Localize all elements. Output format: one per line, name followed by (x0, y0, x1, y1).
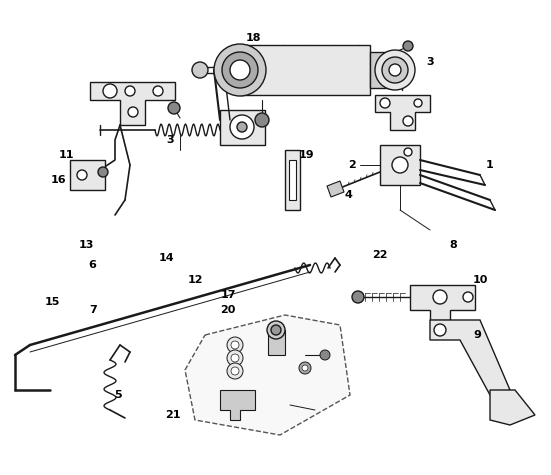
Polygon shape (90, 82, 175, 125)
Text: 3: 3 (426, 57, 434, 67)
Circle shape (231, 367, 239, 375)
Polygon shape (327, 181, 344, 197)
Text: 19: 19 (299, 150, 315, 160)
Circle shape (299, 362, 311, 374)
Text: 16: 16 (50, 175, 66, 185)
Circle shape (382, 57, 408, 83)
Polygon shape (240, 45, 370, 95)
Polygon shape (70, 160, 105, 190)
Polygon shape (380, 145, 420, 185)
Circle shape (227, 363, 243, 379)
Text: 3: 3 (166, 135, 174, 145)
Circle shape (231, 354, 239, 362)
Circle shape (434, 324, 446, 336)
Circle shape (302, 365, 308, 371)
Polygon shape (220, 390, 255, 420)
Circle shape (380, 98, 390, 108)
Text: 9: 9 (473, 330, 481, 340)
Polygon shape (375, 95, 430, 130)
Polygon shape (285, 150, 300, 210)
Circle shape (98, 167, 108, 177)
Polygon shape (410, 285, 475, 320)
Circle shape (403, 116, 413, 126)
Circle shape (414, 99, 422, 107)
Circle shape (255, 113, 269, 127)
Text: 7: 7 (89, 305, 97, 315)
Circle shape (375, 50, 415, 90)
Circle shape (237, 122, 247, 132)
Circle shape (192, 62, 208, 78)
Circle shape (214, 44, 266, 96)
Text: 10: 10 (472, 275, 488, 285)
Circle shape (230, 115, 254, 139)
Circle shape (320, 350, 330, 360)
Circle shape (267, 321, 285, 339)
Polygon shape (220, 110, 265, 145)
Circle shape (404, 148, 412, 156)
Polygon shape (490, 390, 535, 425)
Circle shape (227, 350, 243, 366)
Polygon shape (430, 320, 510, 395)
Polygon shape (268, 330, 285, 355)
Text: 15: 15 (44, 297, 60, 307)
Text: 18: 18 (245, 33, 261, 43)
Circle shape (103, 84, 117, 98)
Circle shape (392, 157, 408, 173)
Text: 12: 12 (187, 275, 203, 285)
Text: 11: 11 (58, 150, 74, 160)
Text: 21: 21 (165, 410, 181, 420)
Text: 17: 17 (220, 290, 236, 300)
Text: 1: 1 (486, 160, 494, 170)
Circle shape (433, 290, 447, 304)
Circle shape (128, 107, 138, 117)
Circle shape (271, 325, 281, 335)
Text: 13: 13 (78, 240, 94, 250)
Circle shape (153, 86, 163, 96)
Text: 8: 8 (449, 240, 457, 250)
Circle shape (395, 65, 409, 79)
Polygon shape (370, 52, 395, 88)
Circle shape (231, 341, 239, 349)
Text: 20: 20 (220, 305, 236, 315)
Circle shape (125, 86, 135, 96)
Text: 22: 22 (372, 250, 388, 260)
Circle shape (222, 52, 258, 88)
Polygon shape (185, 315, 350, 435)
Text: 4: 4 (344, 190, 352, 200)
Circle shape (352, 291, 364, 303)
Text: 5: 5 (114, 390, 122, 400)
Circle shape (168, 102, 180, 114)
Text: 6: 6 (88, 260, 96, 270)
Circle shape (227, 337, 243, 353)
Circle shape (230, 60, 250, 80)
Circle shape (77, 170, 87, 180)
Text: 14: 14 (159, 253, 175, 263)
Text: 2: 2 (348, 160, 356, 170)
Circle shape (463, 292, 473, 302)
Circle shape (389, 64, 401, 76)
Polygon shape (289, 160, 296, 200)
Circle shape (403, 41, 413, 51)
